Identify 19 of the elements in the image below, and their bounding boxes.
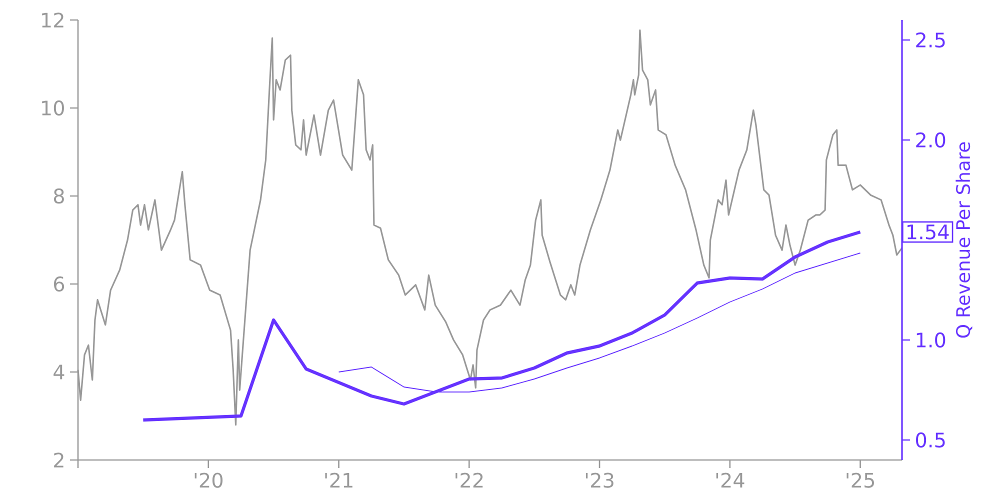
y-tick-label: 12 xyxy=(42,12,64,28)
y-tick-label: 6 xyxy=(54,276,64,292)
x-tick-label: '24 xyxy=(716,472,744,488)
x-tick-label: '20 xyxy=(194,472,223,488)
y2-tick-label: 2.5 xyxy=(916,32,945,48)
x-tick-label: '22 xyxy=(456,472,483,488)
y-tick-label: 8 xyxy=(54,188,64,204)
y-tick-label: 2 xyxy=(54,452,64,468)
line-series xyxy=(142,230,862,422)
y2-tick-label: 0.5 xyxy=(916,432,945,448)
y-tick-label: 4 xyxy=(54,364,64,380)
x-tick-label: '23 xyxy=(586,472,614,488)
y2-tick-label: 1.0 xyxy=(916,332,946,348)
y2-tick-label: 2.0 xyxy=(916,132,946,148)
y2-axis-title: Q Revenue Per Share xyxy=(956,142,972,338)
x-tick-label: '25 xyxy=(846,472,874,488)
x-tick-label: '21 xyxy=(325,472,352,488)
text: 1.54 xyxy=(908,224,949,240)
y-tick-label: 10 xyxy=(42,100,64,116)
